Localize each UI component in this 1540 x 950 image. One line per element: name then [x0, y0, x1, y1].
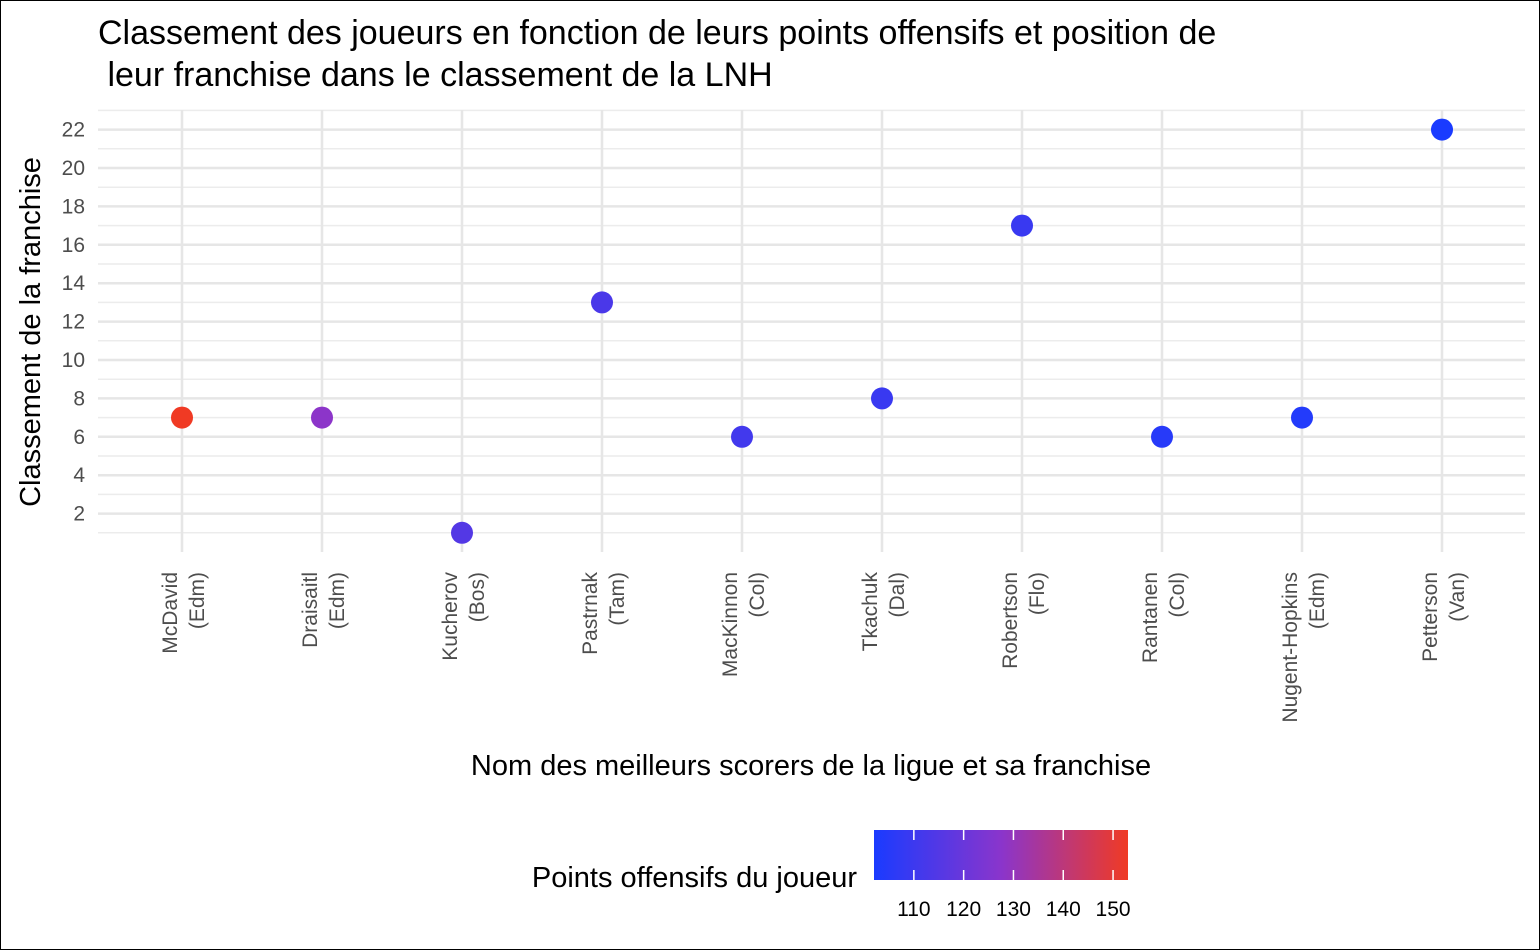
data-point	[1011, 214, 1033, 237]
x-tick-team: (Tam)	[606, 572, 629, 626]
x-tick-label: Rantanen (Col)	[1139, 572, 1189, 663]
x-tick-label: Draisaitl (Edm)	[299, 572, 349, 648]
x-axis-ticks: McDavid (Edm) Draisaitl (Edm) Kucherov (Bos) P…	[159, 572, 1469, 723]
color-legend: Points offensifs du joueur 110 120 130 140 1…	[532, 830, 1131, 921]
data-points	[171, 118, 1453, 544]
y-tick-label: 22	[62, 119, 85, 142]
data-point	[451, 521, 473, 544]
data-point	[731, 425, 753, 448]
x-tick-player: Robertson	[999, 572, 1022, 669]
x-tick-player: Petterson	[1419, 572, 1442, 662]
plot-grid	[98, 109, 1525, 552]
x-tick-label: Petterson (Van)	[1419, 572, 1469, 662]
x-tick-team: (Bos)	[466, 572, 489, 622]
data-point	[591, 291, 613, 314]
x-tick-label: Nugent-Hopkins (Edm)	[1279, 572, 1329, 723]
legend-ticks: 110 120 130 140 150	[897, 830, 1131, 921]
y-tick-label: 16	[62, 234, 85, 257]
x-tick-label: Tkachuk (Dal)	[859, 572, 909, 652]
x-tick-team: (Col)	[1166, 572, 1189, 618]
y-tick-label: 14	[62, 272, 86, 295]
x-tick-team: (Edm)	[1306, 572, 1329, 629]
x-tick-player: McDavid	[159, 572, 182, 654]
x-tick-player: Rantanen	[1139, 572, 1162, 663]
y-tick-label: 10	[62, 349, 85, 372]
legend-tick-label: 120	[946, 898, 981, 921]
data-point	[1151, 425, 1173, 448]
x-tick-team: (Flo)	[1026, 572, 1049, 615]
legend-tick-label: 130	[996, 898, 1031, 921]
legend-tick-label: 140	[1046, 898, 1081, 921]
data-point	[1431, 118, 1453, 141]
x-tick-label: Robertson (Flo)	[999, 572, 1049, 669]
y-tick-label: 2	[73, 503, 85, 526]
y-tick-label: 12	[62, 311, 85, 334]
x-tick-team: (Edm)	[186, 572, 209, 629]
y-tick-label: 4	[73, 464, 85, 487]
x-tick-label: McDavid (Edm)	[159, 572, 209, 654]
x-axis-title: Nom des meilleurs scorers de la ligue et…	[471, 750, 1151, 782]
x-tick-team: (Van)	[1446, 572, 1469, 622]
data-point	[1291, 406, 1313, 429]
x-tick-label: Kucherov (Bos)	[439, 572, 489, 661]
data-point	[171, 406, 193, 429]
x-tick-team: (Col)	[746, 572, 769, 618]
y-tick-label: 6	[73, 426, 85, 449]
y-tick-label: 20	[62, 157, 85, 180]
x-tick-player: Tkachuk	[859, 572, 882, 652]
legend-tick-label: 110	[897, 898, 930, 921]
x-tick-player: Pastrnak	[579, 572, 602, 655]
y-tick-label: 18	[62, 195, 85, 218]
chart-title-line-1: Classement des joueurs en fonction de le…	[98, 14, 1216, 52]
legend-tick-label: 150	[1096, 898, 1131, 921]
x-tick-player: MacKinnon	[719, 572, 742, 677]
x-tick-player: Nugent-Hopkins	[1279, 572, 1302, 723]
x-tick-team: (Dal)	[886, 572, 909, 618]
legend-colorbar	[874, 830, 1128, 880]
x-tick-player: Draisaitl	[299, 572, 322, 648]
x-tick-label: Pastrnak (Tam)	[579, 572, 629, 655]
data-point	[311, 406, 333, 429]
x-tick-label: MacKinnon (Col)	[719, 572, 769, 677]
y-tick-label: 8	[73, 387, 85, 410]
x-tick-player: Kucherov	[439, 572, 462, 661]
chart-title-line-2: leur franchise dans le classement de la …	[98, 56, 773, 94]
x-tick-team: (Edm)	[326, 572, 349, 629]
data-point	[871, 387, 893, 410]
legend-title: Points offensifs du joueur	[532, 862, 857, 894]
y-axis-title: Classement de la franchise	[15, 157, 47, 507]
y-axis-ticks: 2 4 6 8 10 12 14 16 18 20 22	[62, 119, 86, 526]
